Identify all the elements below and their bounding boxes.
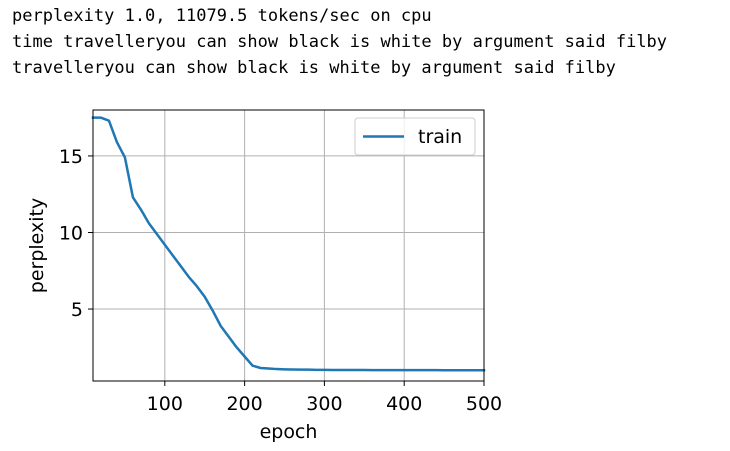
- x-tick-label-200: 200: [226, 393, 262, 415]
- tick-layer: 100 200 300 400 500 5 10 15: [59, 146, 502, 415]
- x-axis-label: epoch: [260, 421, 318, 443]
- y-tick-label-5: 5: [71, 299, 83, 321]
- legend-box: [354, 117, 476, 156]
- x-tick-label-400: 400: [386, 393, 422, 415]
- console-line-perplexity: perplexity 1.0, 11079.5 tokens/sec on cp…: [12, 6, 432, 26]
- series-layer: [91, 116, 486, 372]
- x-tick-label-100: 100: [147, 393, 183, 415]
- x-tick-label-500: 500: [466, 393, 502, 415]
- series-line-train: [91, 116, 486, 372]
- legend: train: [354, 117, 476, 156]
- console-line-prediction-1: time travelleryou can show black is whit…: [12, 32, 668, 52]
- y-tick-label-10: 10: [59, 222, 83, 244]
- y-tick-label-15: 15: [59, 146, 83, 168]
- x-tick-label-300: 300: [306, 393, 342, 415]
- plot-frame: [92, 109, 485, 382]
- console-output: perplexity 1.0, 11079.5 tokens/sec on cp…: [12, 3, 667, 81]
- legend-label-train: train: [418, 126, 462, 148]
- console-line-prediction-2: travelleryou can show black is white by …: [12, 58, 616, 78]
- y-axis-label: perplexity: [26, 198, 48, 293]
